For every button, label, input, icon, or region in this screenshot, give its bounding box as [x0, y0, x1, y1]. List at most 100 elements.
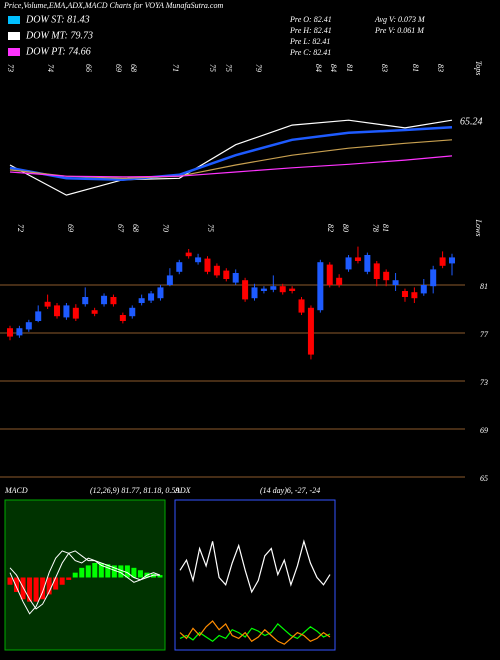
info-label: Pre C: 82.41: [289, 48, 331, 57]
low-label: 81: [381, 224, 390, 232]
y-tick-label: 77: [480, 330, 489, 339]
histogram-bar: [20, 577, 26, 600]
candle-body: [119, 315, 126, 321]
histogram-bar: [7, 577, 13, 585]
histogram-bar: [92, 563, 98, 578]
candle-body: [411, 292, 418, 299]
candle-body: [7, 328, 13, 337]
low-label: 67: [116, 224, 125, 233]
top-label: 74: [46, 64, 55, 72]
candle-body: [25, 322, 32, 330]
series-line: [9, 550, 160, 610]
series-line: [179, 623, 331, 643]
candle-body: [270, 286, 277, 290]
histogram-bar: [46, 577, 52, 595]
histogram-bar: [27, 577, 33, 602]
candle-body: [138, 298, 145, 303]
panel-subtitle: (12,26,9) 81.77, 81.18, 0.59: [90, 486, 179, 495]
annotation: 65.24: [460, 116, 483, 127]
legend-swatch: [8, 32, 20, 40]
top-label: Tops: [474, 61, 483, 76]
candle-body: [72, 307, 79, 319]
candle-body: [63, 305, 70, 318]
candle-body: [185, 252, 192, 257]
candle-body: [242, 280, 249, 300]
low-label: 70: [161, 224, 170, 232]
histogram-bar: [53, 577, 59, 590]
info-label: Pre H: 82.41: [289, 26, 332, 35]
panel-subtitle: (14 day)6, -27, -24: [260, 486, 320, 495]
y-tick-label: 73: [480, 378, 488, 387]
candle-body: [373, 263, 380, 279]
low-label: Lows: [474, 219, 483, 237]
legend-label: DOW PT: 74.66: [25, 46, 91, 57]
histogram-bar: [33, 577, 39, 602]
candle-body: [204, 258, 211, 272]
top-label: 83: [436, 64, 445, 72]
top-label: 84: [329, 64, 338, 72]
candle-body: [298, 299, 305, 313]
top-label: 69: [114, 64, 123, 72]
y-tick-label: 65: [480, 474, 488, 483]
low-label: 69: [66, 224, 75, 232]
histogram-bar: [118, 565, 124, 578]
candle-body: [354, 257, 361, 261]
histogram-bar: [111, 565, 117, 578]
histogram-bar: [137, 570, 143, 578]
legend-label: DOW MT: 79.73: [25, 30, 93, 41]
panel-title: ADX: [174, 486, 192, 495]
top-label: 71: [171, 64, 180, 72]
top-label: 73: [6, 64, 15, 72]
candle-body: [44, 301, 51, 307]
candle-body: [166, 275, 173, 285]
y-tick-label: 81: [480, 282, 488, 291]
series-line: [179, 620, 331, 645]
candle-body: [110, 297, 117, 305]
y-tick-label: 69: [480, 426, 488, 435]
info-label: Avg V: 0.073 M: [374, 15, 426, 24]
candle-body: [279, 286, 286, 293]
panel-frame: [174, 499, 336, 651]
legend-label: DOW ST: 81.43: [25, 14, 90, 25]
low-label: 75: [206, 224, 215, 232]
candle-body: [129, 307, 136, 317]
top-label: 66: [84, 64, 93, 72]
candle-body: [392, 280, 399, 285]
histogram-bar: [79, 567, 85, 578]
candle-body: [430, 269, 437, 287]
top-label: 81: [345, 64, 354, 72]
candle-body: [364, 255, 371, 272]
candle-body: [251, 287, 258, 299]
candle-body: [195, 257, 202, 263]
info-label: Pre L: 82.41: [289, 37, 330, 46]
candle-body: [420, 285, 427, 294]
candle-body: [345, 257, 352, 270]
histogram-bar: [85, 565, 91, 578]
low-label: 78: [371, 224, 380, 232]
low-label: 82: [326, 224, 335, 232]
low-label: 80: [341, 224, 350, 232]
series-line: [179, 539, 331, 594]
candle-body: [260, 288, 267, 291]
series-line: [9, 119, 453, 196]
series-line: [9, 155, 453, 178]
candle-body: [148, 293, 155, 301]
page-title: Price,Volume,EMA,ADX,MACD Charts for VOY…: [3, 1, 223, 10]
top-label: 84: [314, 64, 323, 72]
candle-body: [449, 257, 455, 264]
candle-body: [232, 273, 239, 283]
candle-body: [223, 270, 230, 279]
candle-body: [336, 277, 343, 285]
top-label: 75: [208, 64, 217, 72]
top-label: 81: [411, 64, 420, 72]
histogram-bar: [157, 575, 163, 578]
candle-body: [82, 297, 89, 305]
top-label: 68: [129, 64, 138, 72]
candle-body: [383, 271, 390, 281]
legend-swatch: [8, 16, 20, 24]
candle-body: [326, 264, 333, 285]
low-label: 68: [131, 224, 140, 232]
candle-body: [317, 262, 324, 311]
histogram-bar: [150, 573, 156, 578]
